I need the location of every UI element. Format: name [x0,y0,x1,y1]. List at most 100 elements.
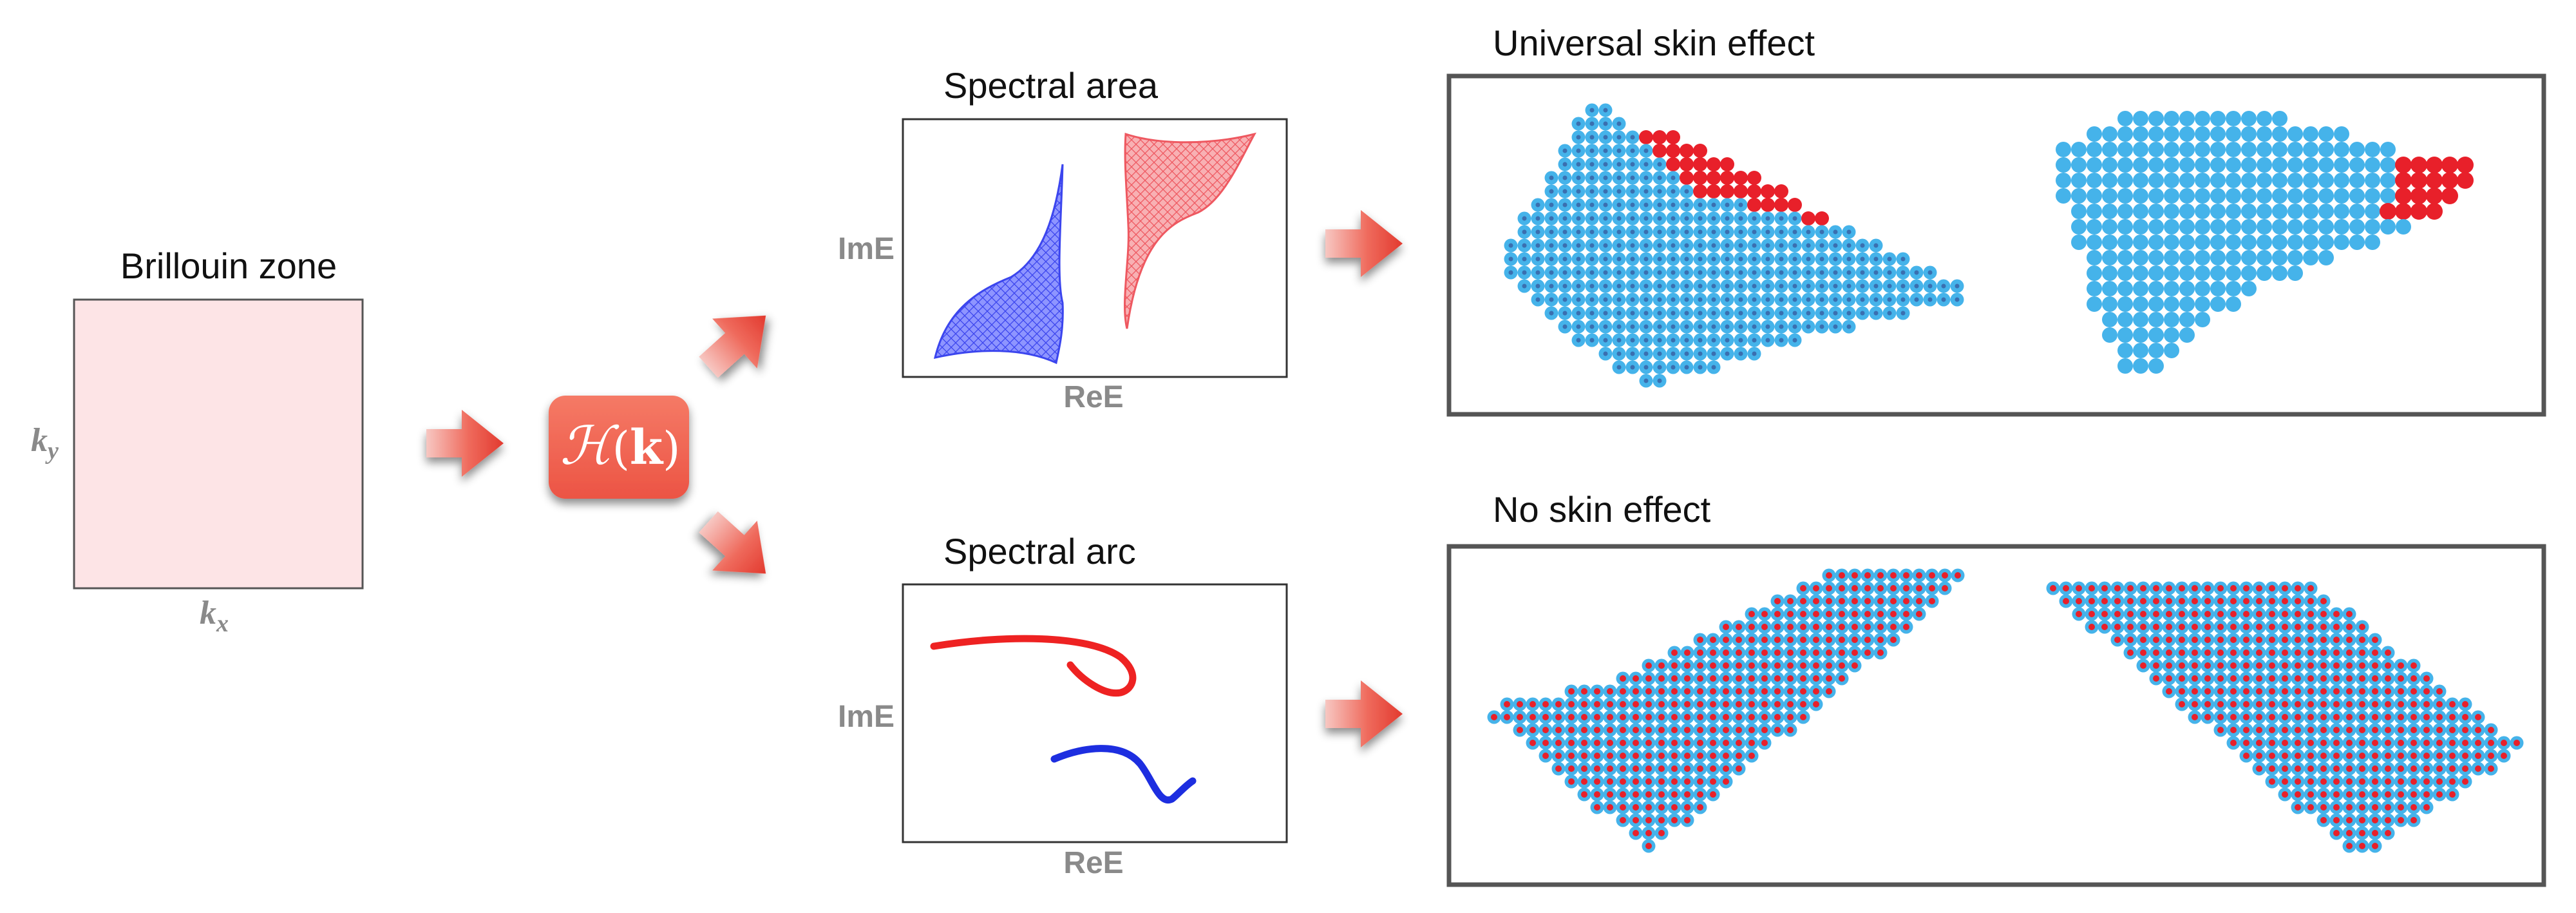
lattice-site [1616,175,1622,180]
lattice-site [1711,243,1716,248]
lattice-site [2117,188,2133,204]
lattice-site [1645,675,1652,682]
lattice-site [2410,714,2417,720]
lattice-site [1723,624,1729,630]
lattice-site [2117,327,2133,343]
lattice-site [2346,637,2353,643]
lattice-site [1645,701,1652,707]
lattice-site [1916,611,1922,617]
lattice-site [1833,324,1838,329]
lattice-site [2164,142,2179,157]
lattice-site [1535,297,1540,302]
lattice-site [1839,585,1845,591]
lattice-site [1707,171,1721,185]
lattice-site [1736,753,1742,759]
lattice-site [1522,216,1527,221]
lattice-site [2385,675,2391,682]
lattice-site [2127,637,2134,643]
lattice-site [2320,637,2327,643]
lattice-site [1900,284,1906,289]
lattice-site [1833,256,1838,262]
lattice-site [1819,229,1824,235]
lattice-site [2333,701,2340,707]
lattice-site [1748,701,1755,707]
lattice-site [2359,649,2365,656]
lattice-site [2102,173,2117,188]
lattice-site [2257,157,2272,173]
lattice-site [1684,675,1690,682]
lattice-site [2153,611,2159,617]
lattice-site [1562,162,1567,167]
lattice-site [2349,219,2365,235]
lattice-site [2346,662,2353,669]
lattice-site [1723,740,1729,746]
lattice-site [1813,598,1819,604]
lattice-site [2475,765,2481,772]
spectral-area-red-region [1124,132,1256,329]
lattice-site [1616,297,1622,302]
lattice-site [2117,219,2133,235]
lattice-site [1852,585,1858,591]
lattice-site [2410,688,2417,695]
lattice-site [2349,235,2365,250]
lattice-site [2148,281,2164,296]
lattice-site [2307,585,2314,591]
lattice-site [1620,791,1626,798]
lattice-site [1671,202,1676,207]
lattice-site [1710,753,1716,759]
lattice-site [1710,662,1716,669]
lattice-site [2436,727,2443,733]
lattice-site [2243,637,2249,643]
lattice-site [1671,243,1676,248]
lattice-site [2349,188,2365,204]
lattice-site [2256,637,2262,643]
lattice-site [1684,753,1690,759]
lattice-site [1630,270,1635,275]
lattice-site [1792,324,1797,329]
lattice-site [1657,297,1662,302]
universal-skin-panel: Universal skin effect [1446,23,2546,417]
lattice-site [2303,188,2318,204]
lattice-site [1658,701,1665,707]
lattice-site [1684,202,1689,207]
lattice-site [2164,235,2179,250]
lattice-site [1542,753,1549,759]
lattice-site [1748,611,1755,617]
lattice-site [2256,649,2262,656]
lattice-site [1607,804,1613,811]
lattice-site [2333,727,2340,733]
lattice-site [1710,675,1716,682]
lattice-site [2449,714,2456,720]
lattice-site [1806,297,1811,302]
lattice-site [1792,243,1797,248]
lattice-site [2359,778,2365,785]
lattice-site [1806,324,1811,329]
lattice-site [2410,765,2417,772]
lattice-site [2320,778,2327,785]
lattice-site [1806,229,1811,235]
lattice-site [2449,740,2456,746]
lattice-site [1774,688,1781,695]
lattice-site [2195,265,2210,281]
lattice-site [1860,284,1865,289]
lattice-site [2410,817,2417,823]
lattice-site [1562,243,1567,248]
lattice-site [1589,284,1595,289]
lattice-site [2426,187,2443,204]
lattice-site [1873,297,1879,302]
lattice-site [1710,778,1716,785]
lattice-site [2333,649,2340,656]
lattice-site [2148,126,2164,142]
lattice-site [2127,585,2134,591]
lattice-site [2334,173,2349,188]
lattice-site [2398,778,2404,785]
lattice-site [2307,765,2314,772]
lattice-site [2282,701,2288,707]
lattice-site [2423,701,2430,707]
lattice-site [2295,637,2301,643]
lattice-site [2179,157,2195,173]
lattice-site [2164,204,2179,219]
lattice-site [2114,624,2121,630]
lattice-site [2192,714,2198,720]
